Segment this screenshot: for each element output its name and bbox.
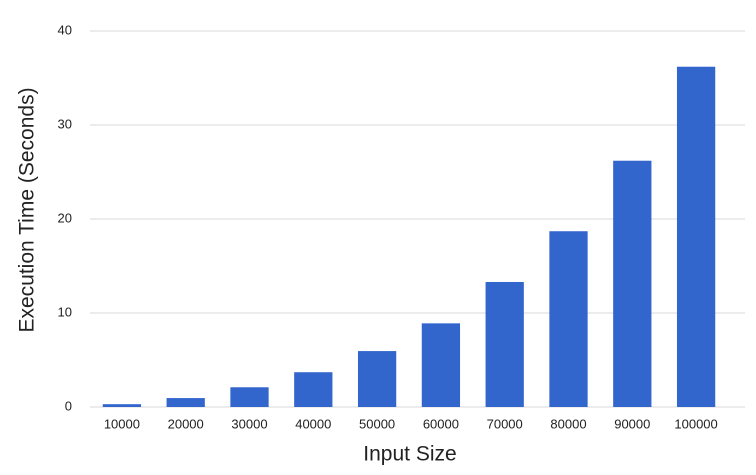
x-tick-label: 60000 xyxy=(423,416,459,431)
bar xyxy=(485,281,524,407)
y-tick-label: 40 xyxy=(58,22,72,37)
y-tick-label: 0 xyxy=(65,398,72,413)
x-axis-title: Input Size xyxy=(363,443,456,466)
bar xyxy=(676,66,716,407)
y-tick-label: 20 xyxy=(58,210,72,225)
bar xyxy=(102,404,142,407)
x-tick-label: 30000 xyxy=(231,416,267,431)
x-tick-label: 70000 xyxy=(487,416,523,431)
x-tick-label: 40000 xyxy=(295,416,331,431)
x-tick-label: 10000 xyxy=(104,416,140,431)
bar xyxy=(613,160,652,407)
x-tick-label: 100000 xyxy=(674,416,717,431)
bar xyxy=(357,351,397,407)
y-tick-label: 30 xyxy=(58,116,72,131)
bar xyxy=(230,387,269,407)
bar xyxy=(166,398,205,407)
y-tick-label: 10 xyxy=(58,304,72,319)
x-tick-label: 90000 xyxy=(614,416,650,431)
x-tick-label: 50000 xyxy=(359,416,395,431)
bar xyxy=(294,372,333,407)
x-tick-label: 20000 xyxy=(168,416,204,431)
bar xyxy=(421,323,461,407)
x-tick-label: 80000 xyxy=(550,416,586,431)
y-axis-title: Execution Time (Seconds) xyxy=(16,87,39,332)
bar xyxy=(549,231,588,407)
